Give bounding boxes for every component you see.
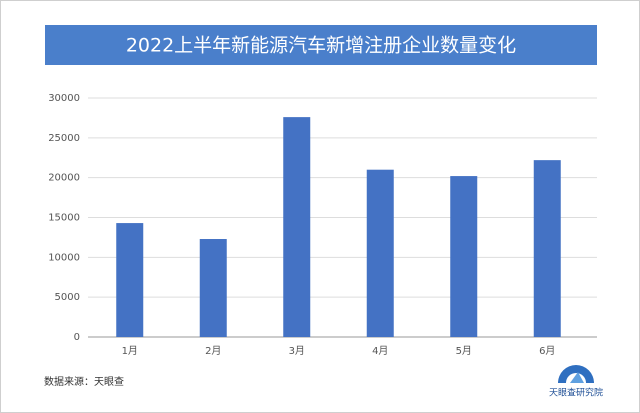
y-tick-label: 10000 — [48, 252, 80, 263]
title-banner — [45, 25, 597, 65]
x-tick-label: 1月 — [122, 345, 138, 357]
x-tick-label: 5月 — [456, 345, 472, 357]
bar — [199, 239, 227, 337]
y-tick-label: 25000 — [48, 133, 80, 144]
x-tick-label: 4月 — [372, 345, 388, 357]
bar — [366, 169, 394, 337]
logo-icon — [570, 372, 584, 383]
bar — [450, 176, 478, 337]
y-tick-label: 0 — [74, 332, 80, 343]
logo-text: 天眼查研究院 — [549, 387, 603, 399]
y-tick-label: 20000 — [48, 173, 80, 184]
bar — [533, 160, 561, 337]
logo-icon — [558, 365, 594, 383]
y-tick-label: 15000 — [48, 213, 80, 224]
y-tick-label: 5000 — [55, 292, 80, 303]
chart-title: 2022上半年新能源汽车新增注册企业数量变化 — [126, 35, 516, 57]
logo: 天眼查研究院 — [549, 365, 603, 399]
bar — [283, 117, 311, 338]
x-tick-label: 6月 — [539, 345, 555, 357]
y-tick-label: 30000 — [48, 93, 80, 104]
x-tick-label: 2月 — [205, 345, 221, 357]
source: 数据来源：天眼查 — [44, 375, 124, 388]
x-tick-label: 3月 — [289, 345, 305, 357]
bar — [116, 223, 144, 337]
